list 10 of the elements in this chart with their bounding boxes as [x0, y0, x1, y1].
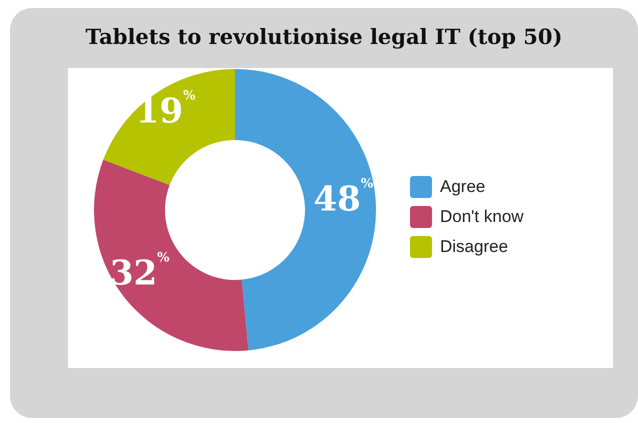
donut-slice — [103, 69, 235, 186]
donut-slice — [94, 160, 248, 351]
legend-label: Don't know — [440, 207, 524, 227]
donut-slice — [235, 69, 376, 350]
legend-label: Agree — [440, 177, 486, 197]
data-label: 48$^{%}$ — [314, 176, 374, 220]
data-label: 19$^{%}$ — [136, 88, 196, 132]
chart-title: Tablets to revolutionise legal IT (top 50) — [84, 24, 564, 49]
data-label: 32$^{%}$ — [110, 250, 170, 294]
legend-label: Disagree — [440, 237, 508, 257]
